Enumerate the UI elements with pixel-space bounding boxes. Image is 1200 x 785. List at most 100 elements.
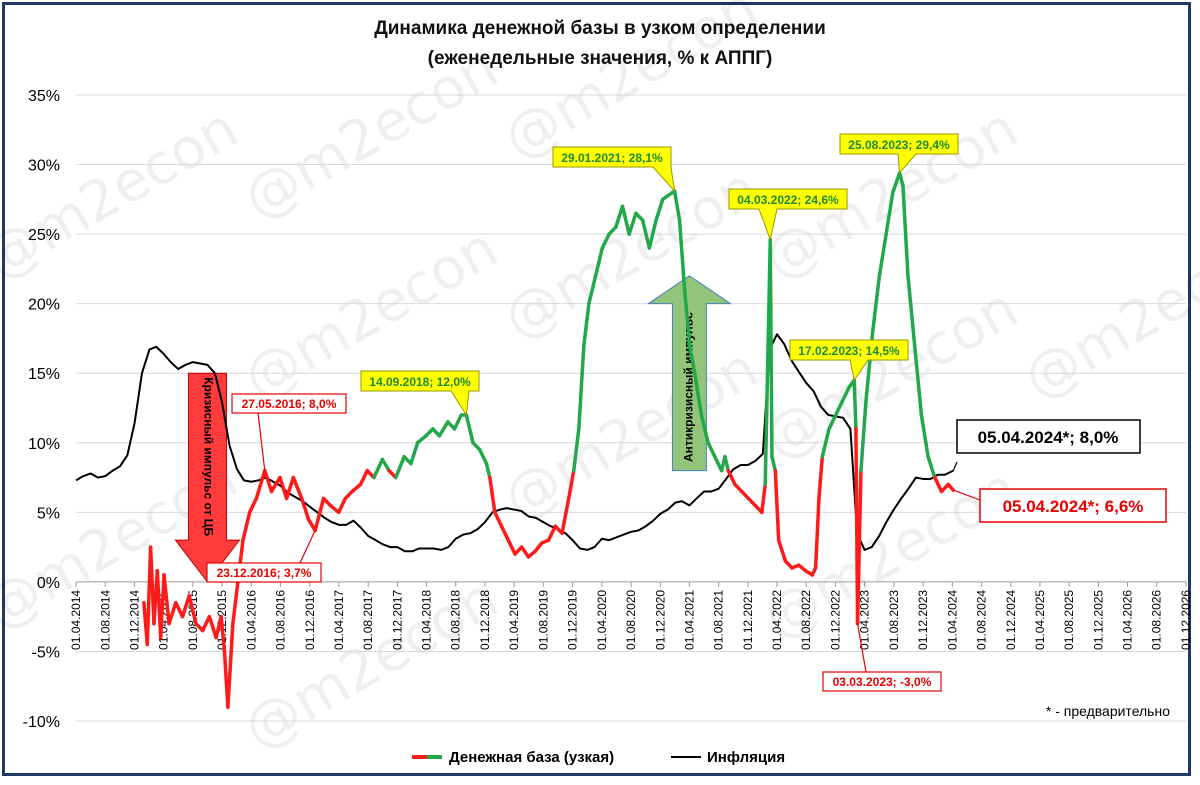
callout-box-1: [206, 562, 322, 583]
money-base-segment-118: [855, 468, 863, 626]
money-base-segment-83: [672, 189, 682, 222]
x-tick-label-27: 01.04.2023: [858, 590, 872, 650]
x-tick-label-33: 01.04.2025: [1033, 590, 1047, 650]
money-base-segment-121: [870, 274, 882, 334]
money-base-segment-22: [254, 468, 267, 501]
x-tick-label-2: 01.12.2014: [128, 590, 142, 650]
callout-label-4: 04.03.2022; 24,6%: [737, 193, 839, 207]
money-base-segment-53: [477, 447, 489, 466]
callout-label-1: 23.12.2016; 3,7%: [217, 566, 312, 580]
money-base-segment-76: [620, 204, 631, 236]
money-base-segment-125: [897, 171, 905, 188]
money-base-segment-67: [566, 468, 576, 501]
x-tick-label-18: 01.04.2020: [595, 590, 609, 650]
y-tick-label-8: 30%: [28, 158, 60, 175]
money-base-segment-130: [926, 454, 937, 480]
x-tick-label-31: 01.08.2024: [975, 590, 989, 650]
money-base-segment-103: [776, 538, 788, 563]
money-base-segment-113: [834, 399, 845, 417]
callouts: 27.05.2016; 8,0% 23.12.2016; 3,7% 14.09.20…: [206, 133, 1167, 692]
money-base-segment-49: [452, 413, 464, 431]
money-base-segment-89: [706, 441, 717, 459]
callout-leader-7: [856, 623, 867, 673]
money-base-segment-35: [350, 482, 363, 494]
y-tick-label-7: 25%: [28, 227, 60, 244]
money-base-segment-77: [627, 211, 638, 236]
money-base-segment-7: [167, 601, 178, 626]
callout-box-2: [360, 370, 480, 417]
money-base-segment-24: [269, 475, 282, 494]
money-base-segment-17: [226, 621, 235, 709]
money-base-segment-87: [692, 371, 704, 417]
money-base-segment-69: [577, 343, 586, 431]
callout-label-6: 25.08.2023; 29,4%: [848, 138, 950, 152]
money-base-segment-54: [484, 461, 492, 480]
x-tick-label-1: 01.08.2014: [98, 590, 112, 650]
watermark-text-2: @m2econ: [493, 336, 769, 533]
money-base-segment-20: [241, 510, 252, 542]
money-base-segment-112: [827, 413, 838, 431]
x-tick-label-28: 01.08.2023: [887, 590, 901, 650]
money-base-segment-72: [593, 246, 605, 278]
money-base-segment-84: [677, 218, 687, 292]
money-base-segment-129: [919, 413, 930, 459]
x-tick-label-24: 01.04.2022: [770, 590, 784, 650]
y-tick-label-6: 20%: [28, 297, 60, 314]
money-base-segment-66: [560, 496, 571, 535]
money-base-segment-33: [336, 496, 348, 515]
money-base-segment-133: [946, 482, 956, 492]
x-tick-label-36: 01.04.2026: [1120, 590, 1134, 650]
x-tick-label-15: 01.04.2019: [507, 590, 521, 650]
callout-label-8: 05.04.2024*; 8,0%: [978, 428, 1119, 447]
money-base-segment-71: [587, 274, 598, 306]
x-tick-label-23: 01.12.2021: [741, 590, 755, 650]
x-tick-label-38: 01.12.2026: [1179, 590, 1193, 650]
y-tick-label-4: 10%: [28, 436, 60, 453]
money-base-segment-57: [499, 524, 511, 542]
money-base-segment-100: [768, 237, 774, 459]
money-base-segment-75: [614, 204, 625, 229]
chart-title-line2: (еженедельные значения, % к АППГ): [427, 48, 773, 69]
money-base-segment-73: [600, 232, 611, 250]
money-base-segment-55: [488, 475, 497, 515]
watermark-text-8: @m2econ: [1013, 216, 1200, 413]
impulse-arrows: Кризисный импульс от ЦБ Антикризисный имп…: [174, 275, 733, 583]
x-tick-label-21: 01.04.2021: [682, 590, 696, 650]
legend: Денежная база (узкая) Инфляция: [412, 749, 785, 766]
crisis-arrow: [174, 372, 241, 583]
y-tick-label-5: 15%: [28, 366, 60, 383]
watermark-text-9: @m2econ: [233, 36, 509, 233]
money-base-segment-85: [682, 288, 692, 348]
money-base-segment-116: [852, 378, 858, 431]
money-base-segment-64: [546, 524, 558, 542]
callout-label-5: 17.02.2023; 14,5%: [798, 344, 900, 358]
legend-label-money-base: Денежная база (узкая): [449, 749, 614, 766]
money-base-segment-30: [313, 496, 326, 533]
callout-box-3: [552, 146, 676, 193]
x-tick-label-7: 01.08.2016: [274, 590, 288, 650]
y-tick-label-9: 35%: [28, 88, 60, 105]
money-base-segment-62: [533, 541, 544, 554]
x-tick-label-37: 01.08.2026: [1150, 590, 1164, 650]
money-base-segment-110: [817, 454, 825, 501]
money-base-segment-128: [912, 343, 924, 417]
money-base-segment-13: [207, 614, 218, 640]
x-tick-label-16: 01.08.2019: [536, 590, 550, 650]
callout-box-0: [231, 393, 347, 414]
money-base-segment-43: [409, 441, 420, 466]
inflation-line: [75, 333, 954, 553]
money-base-segment-102: [773, 468, 781, 542]
series-lines: [75, 171, 956, 709]
x-tick-label-13: 01.08.2018: [449, 590, 463, 650]
legend-label-inflation: Инфляция: [707, 749, 785, 766]
callout-box-7: [822, 671, 942, 692]
callout-label-0: 27.05.2016; 8,0%: [242, 397, 337, 411]
money-base-segment-25: [278, 475, 289, 501]
money-base-segment-15: [219, 614, 227, 654]
x-tick-label-4: 01.08.2015: [186, 590, 200, 650]
callout-label-9: 05.04.2024*; 6,6%: [1003, 497, 1144, 516]
crisis-arrow-label: Кризисный импульс от ЦБ: [201, 377, 215, 536]
money-base-segment-44: [415, 434, 428, 445]
money-base-segment-68: [572, 427, 581, 473]
